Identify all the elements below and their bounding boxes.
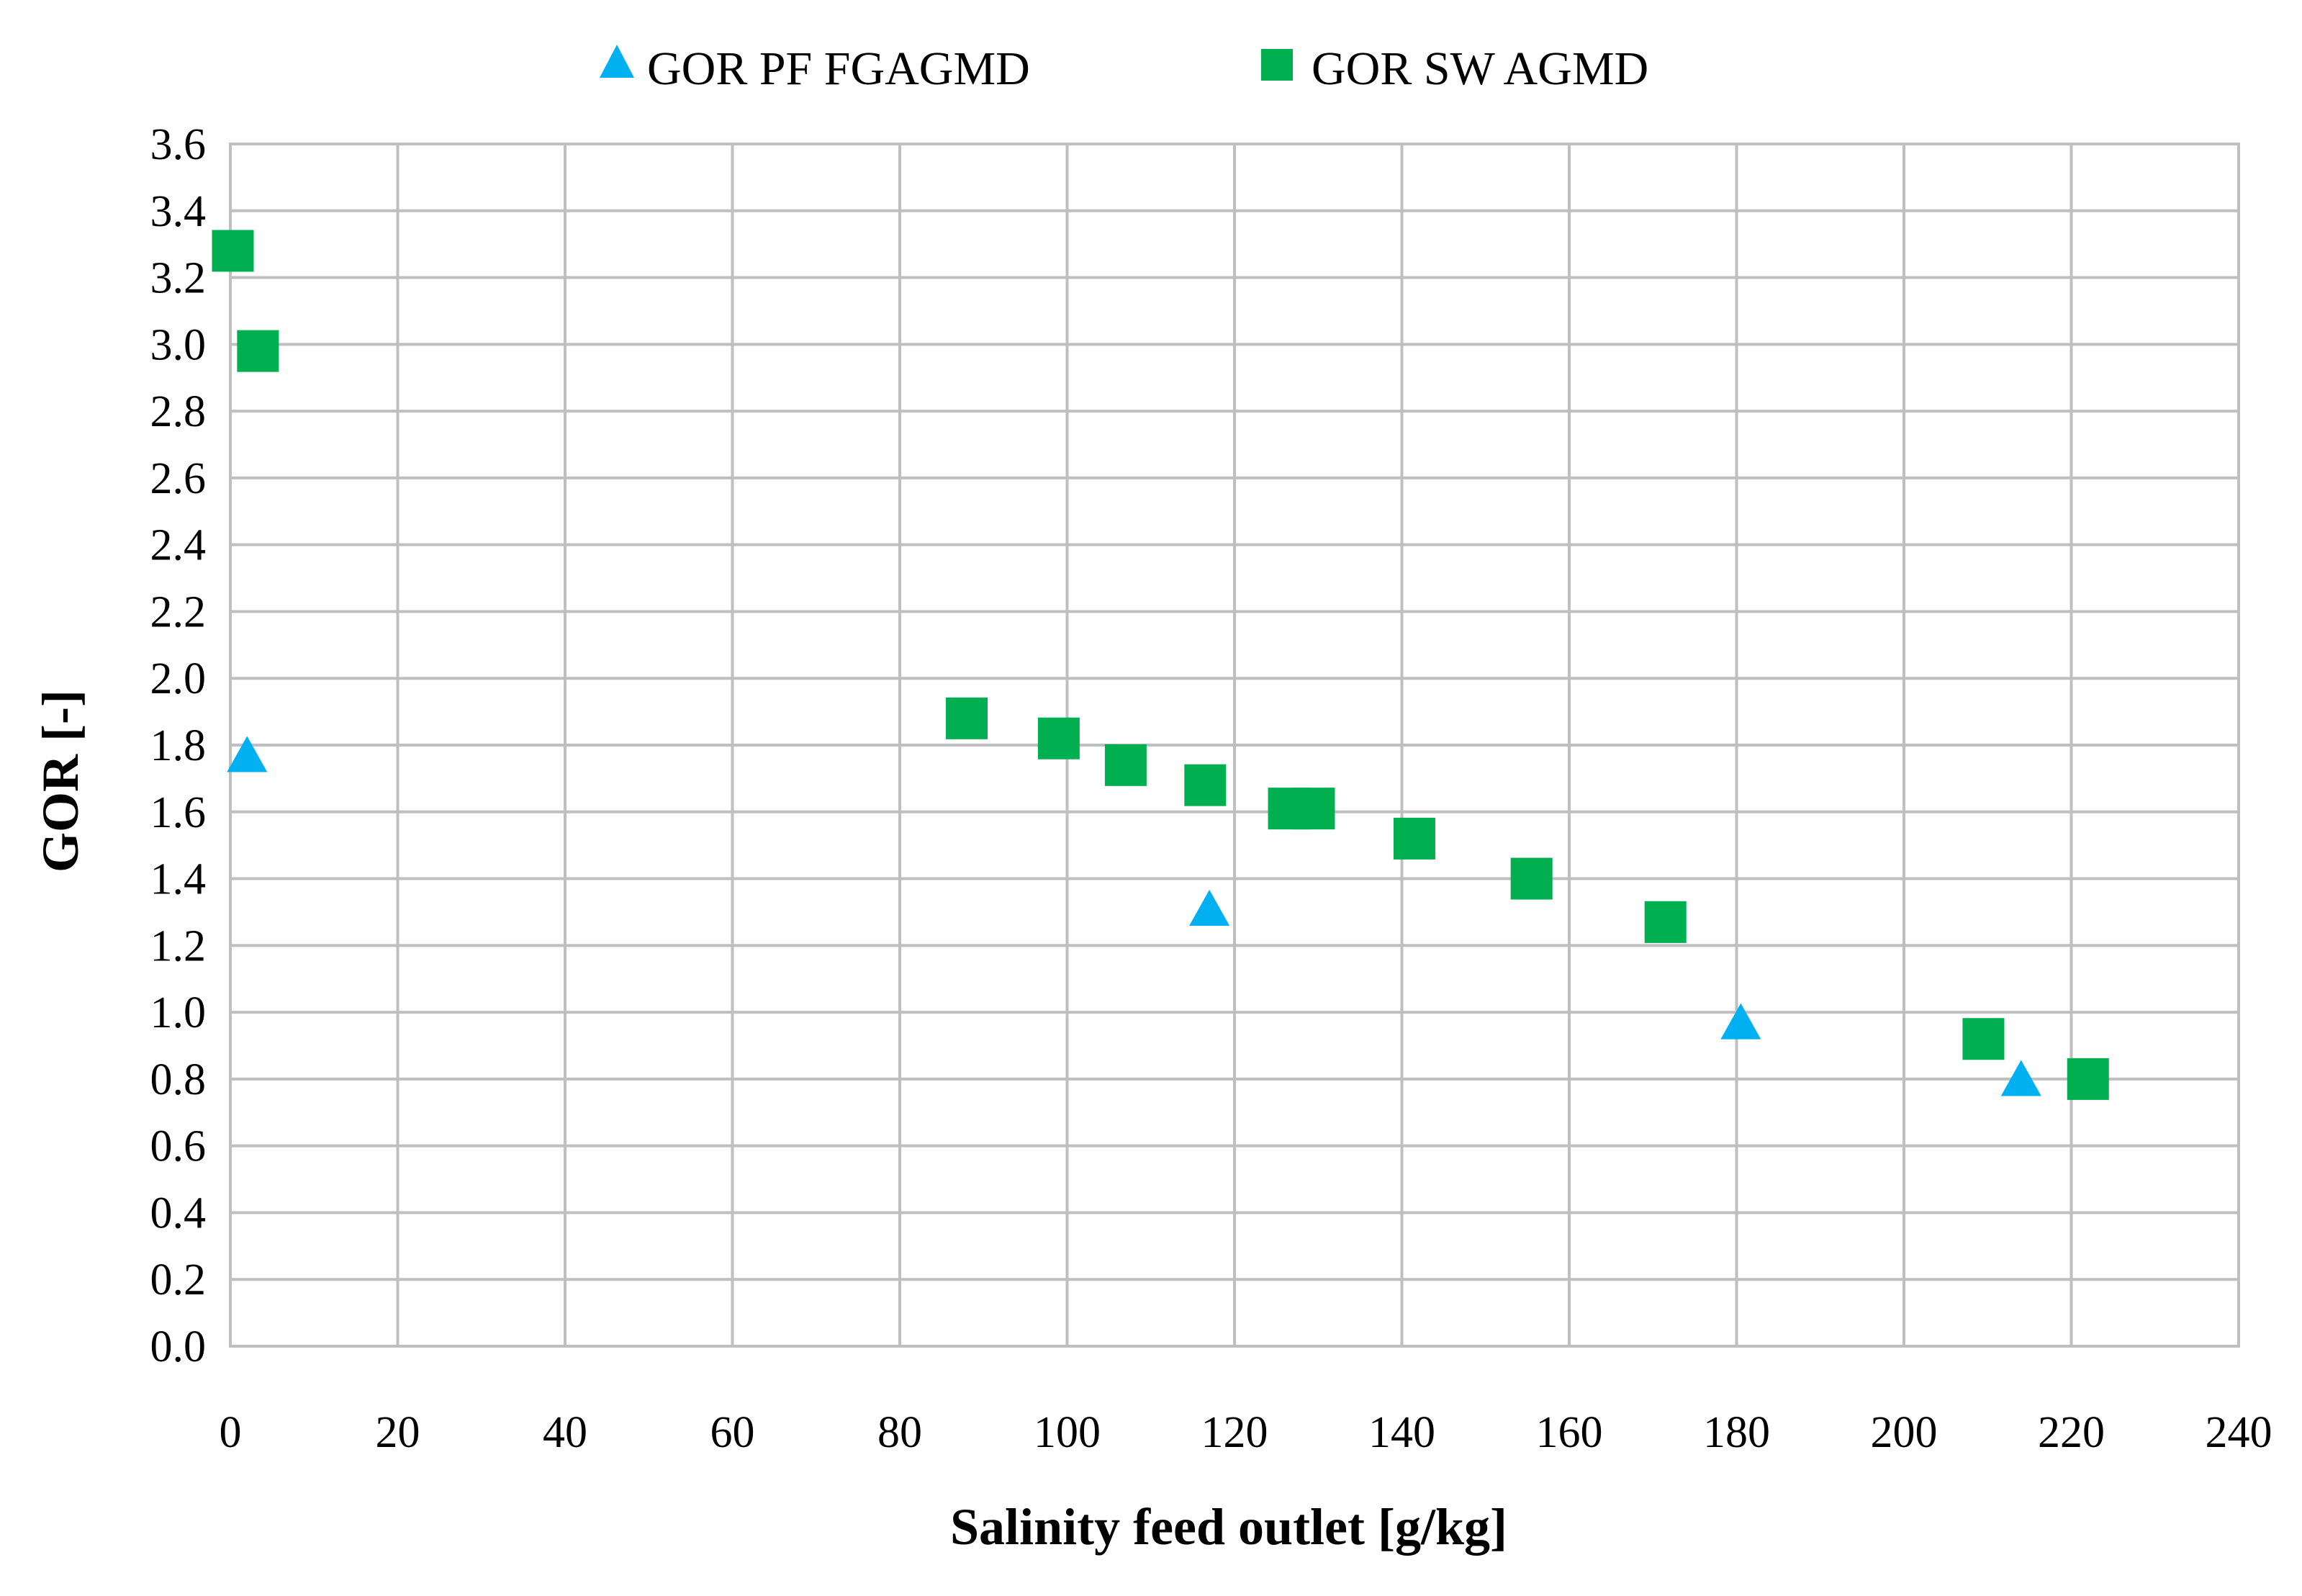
y-tick-label: 1.2 [150,921,207,970]
data-point-triangle [2000,1060,2041,1096]
data-point-square [1393,817,1435,860]
data-point-square [1510,857,1553,900]
data-point-triangle [227,736,268,772]
data-point-square [2067,1058,2109,1100]
y-tick-label: 3.6 [150,120,207,169]
x-tick-label: 240 [2206,1408,2272,1457]
data-point-square [237,330,279,372]
x-tick-label: 0 [220,1408,242,1457]
x-axis-tick-labels: 0 20 40 60 80 100 120 140 160 180 200 220 240 [220,1408,2272,1457]
y-tick-label: 0.8 [150,1055,207,1104]
y-tick-label: 2.2 [150,587,207,636]
data-point-square [1104,744,1147,786]
y-axis-title: GOR [-] [32,690,89,873]
x-tick-label: 120 [1201,1408,1268,1457]
legend-triangle-icon [600,45,634,78]
x-tick-label: 40 [543,1408,587,1457]
data-point-triangle [1720,1003,1761,1040]
y-tick-label: 2.6 [150,454,207,503]
y-tick-label: 1.8 [150,721,207,770]
data-point-triangle [1189,889,1230,926]
y-tick-label: 2.8 [150,387,207,436]
y-tick-label: 0.2 [150,1255,207,1304]
x-tick-label: 160 [1536,1408,1603,1457]
data-markers [212,230,2109,1100]
y-tick-label: 1.6 [150,788,207,837]
y-tick-label: 2.4 [150,521,207,570]
data-point-square [1037,717,1080,759]
y-tick-label: 3.4 [150,187,207,236]
data-point-square [946,697,988,739]
data-point-square [1962,1018,2005,1060]
data-point-square [212,230,254,272]
y-tick-label: 3.0 [150,320,207,369]
x-tick-label: 60 [710,1408,755,1457]
x-tick-label: 220 [2038,1408,2105,1457]
data-point-square [1644,901,1687,943]
y-tick-label: 2.0 [150,654,207,703]
y-tick-label: 0.4 [150,1189,207,1237]
x-tick-label: 200 [1871,1408,1938,1457]
y-tick-label: 3.2 [150,254,207,303]
x-tick-label: 100 [1034,1408,1101,1457]
legend-square-icon [1261,49,1293,81]
y-tick-label: 1.0 [150,988,207,1037]
x-tick-label: 140 [1368,1408,1435,1457]
x-axis-title: Salinity feed outlet [g/kg] [950,1498,1507,1556]
data-point-square [1184,764,1227,806]
y-axis-tick-labels: 0.0 0.2 0.4 0.6 0.8 1.0 1.2 1.4 1.6 1.8 2.0 2.2 2.4 2… [150,120,207,1371]
x-tick-label: 80 [877,1408,922,1457]
x-tick-label: 180 [1703,1408,1770,1457]
y-tick-label: 0.6 [150,1122,207,1171]
legend-label-series-1: GOR PF FGAGMD [647,42,1030,95]
y-tick-label: 0.0 [150,1322,207,1371]
data-point-square [1293,788,1335,830]
x-tick-label: 20 [376,1408,420,1457]
legend: GOR PF FGAGMD GOR SW AGMD [600,42,1648,95]
plot-area-border [229,143,2240,1348]
legend-label-series-2: GOR SW AGMD [1312,42,1648,95]
y-tick-label: 1.4 [150,855,207,904]
